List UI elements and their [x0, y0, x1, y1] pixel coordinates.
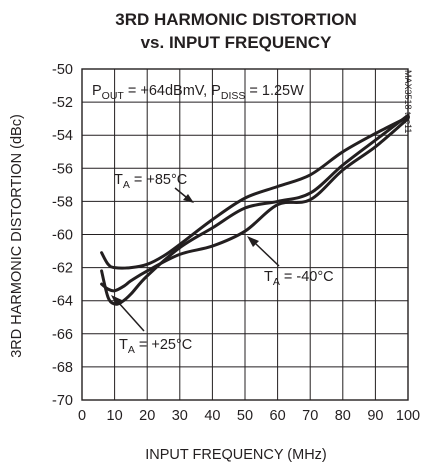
- leader-line-minus40c: [255, 243, 280, 267]
- y-tick-label-10: -70: [52, 393, 73, 409]
- y-tick-label-9: -68: [52, 360, 73, 376]
- x-tick-label-10: 100: [396, 408, 420, 424]
- part-number: MAX3518 toc11: [403, 70, 413, 133]
- arrowhead-minus40c: [247, 236, 259, 247]
- x-tick-label-5: 50: [237, 408, 253, 424]
- series-line-25c: [100, 113, 410, 306]
- x-tick-label-2: 20: [139, 408, 155, 424]
- x-tick-label-9: 90: [367, 408, 383, 424]
- series-label-85c: TA = +85°C: [114, 172, 187, 191]
- series-label-minus40c: TA = -40°C: [264, 269, 334, 288]
- y-tick-label-6: -62: [52, 261, 73, 277]
- y-axis-label: 3RD HARMONIC DISTORTION (dBc): [9, 114, 25, 358]
- grid: [81, 68, 409, 401]
- x-tick-label-8: 80: [335, 408, 351, 424]
- x-axis-label: INPUT FREQUENCY (MHz): [145, 447, 327, 463]
- series-label-25c: TA = +25°C: [119, 337, 192, 356]
- x-tick-label-6: 60: [270, 408, 286, 424]
- y-tick-label-2: -54: [52, 128, 73, 144]
- leader-line-25c: [117, 301, 145, 332]
- y-tick-label-0: -50: [52, 62, 73, 78]
- plot-frame: [81, 68, 409, 401]
- x-tick-label-4: 40: [204, 408, 220, 424]
- arrowhead-25c: [111, 295, 122, 305]
- y-tick-label-8: -66: [52, 327, 73, 343]
- x-tick-label-1: 10: [107, 408, 123, 424]
- x-tick-label-7: 70: [302, 408, 318, 424]
- chart-title-line-1: 3RD HARMONIC DISTORTION: [115, 10, 356, 29]
- leader-line-85c: [174, 187, 187, 198]
- x-tick-label-3: 30: [172, 408, 188, 424]
- arrowhead-85c: [183, 194, 194, 203]
- series-curves: [100, 113, 410, 306]
- chart-title-line-2: vs. INPUT FREQUENCY: [141, 33, 332, 52]
- y-tick-label-5: -60: [52, 228, 73, 244]
- y-tick-label-3: -56: [52, 161, 73, 177]
- conditions-annotation: POUT = +64dBmV, PDISS = 1.25W: [92, 83, 304, 102]
- x-tick-label-0: 0: [78, 408, 86, 424]
- y-tick-label-7: -64: [52, 294, 73, 310]
- series-line-minus40c: [100, 117, 410, 293]
- series-line-85c: [100, 115, 410, 270]
- y-tick-label-1: -52: [52, 95, 73, 111]
- axis-ticks: 0 10 20 30 40 50 60 70 80 90 100 -50 -52 -54 -56 -58 -60…: [52, 62, 420, 424]
- y-tick-label-4: -58: [52, 194, 73, 210]
